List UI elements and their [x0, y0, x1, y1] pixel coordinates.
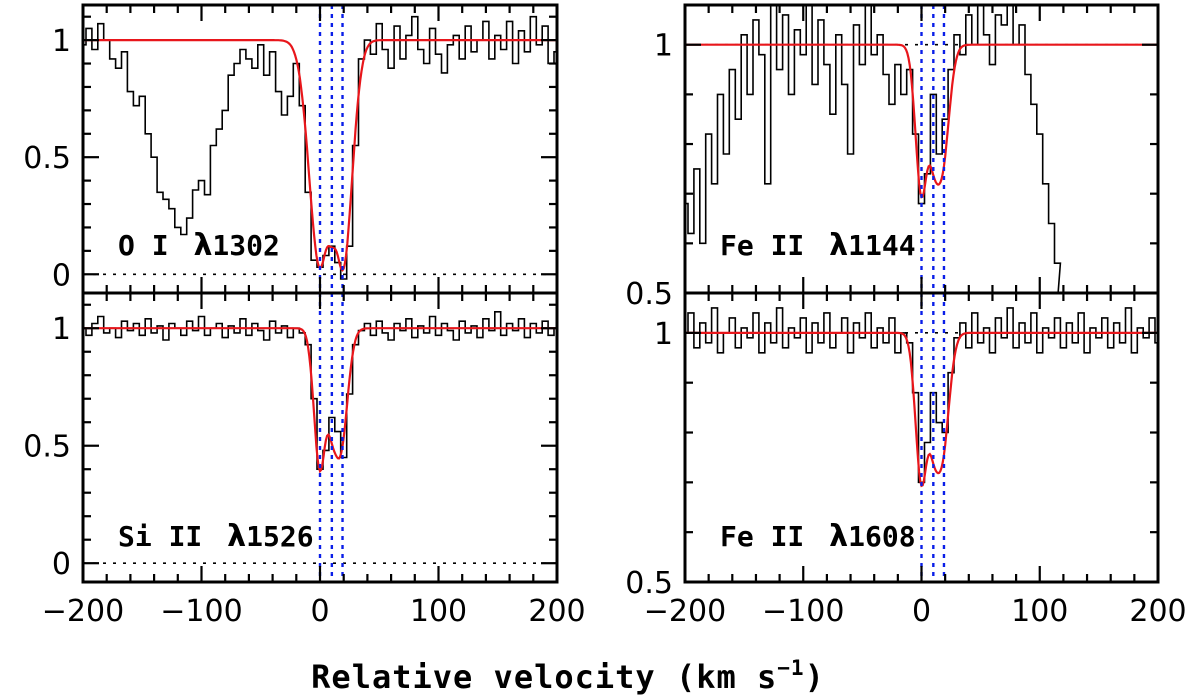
panel-transition-label: Fe II λ1144	[720, 228, 916, 263]
x-axis-title-close: )	[805, 658, 825, 696]
y-tick-label: 1	[52, 24, 71, 59]
panel-label-lambda: λ	[227, 519, 246, 554]
panel-label-wavelength: 1526	[246, 520, 313, 553]
x-tick-label: −100	[762, 594, 844, 629]
x-tick-label: 200	[528, 594, 585, 629]
y-tick-label: 0.5	[625, 277, 673, 312]
y-tick-label: 0.5	[23, 141, 71, 176]
model-fit-curve	[685, 331, 1158, 488]
panel-transition-label: O I λ1302	[118, 228, 280, 263]
panel-feii1144: 0.5 1 Fe II λ1144	[625, 3, 1160, 312]
panel-label-wavelength: 1302	[212, 229, 279, 262]
x-axis-title: Relative velocity (km s−1)	[311, 656, 825, 696]
x-tick-label: −200	[644, 594, 726, 629]
y-tick-label: 0	[52, 258, 71, 293]
y-tick-label: 0	[52, 547, 71, 582]
panel-label-species: Fe II	[720, 229, 821, 262]
panel-label-species: Fe II	[720, 520, 821, 553]
panel-sii1526: 0 0.5 1 −200 −100 0 100 200 Si II λ1526	[23, 291, 586, 629]
panel-feii1608: 0.5 1 −200 −100 0 100 200 Fe II λ1608	[625, 291, 1187, 629]
x-tick-label: 100	[410, 594, 467, 629]
panel-label-lambda: λ	[829, 228, 848, 263]
x-tick-label: 0	[310, 594, 329, 629]
panel-label-species: O I	[118, 229, 185, 262]
panel-label-wavelength: 1144	[848, 229, 915, 262]
observed-spectrum	[83, 311, 557, 470]
panel-label-lambda: λ	[193, 228, 212, 263]
panel-label-lambda: λ	[829, 519, 848, 554]
x-axis-title-text: Relative velocity (km s	[311, 658, 777, 696]
observed-spectrum	[685, 4, 1064, 294]
y-tick-label: 0.5	[625, 566, 673, 601]
x-tick-label: −200	[42, 594, 124, 629]
panel-label-wavelength: 1608	[848, 520, 915, 553]
x-tick-label: 100	[1011, 594, 1068, 629]
x-tick-label: 200	[1129, 594, 1186, 629]
y-tick-label: 0.5	[23, 430, 71, 465]
panel-label-species: Si II	[118, 520, 219, 553]
model-fit-curve	[83, 327, 557, 474]
y-tick-label: 1	[52, 312, 71, 347]
model-fit-curve	[685, 43, 1158, 199]
panel-oi1302: 0 0.5 1 O I λ1302	[23, 3, 559, 295]
y-tick-label: 1	[654, 317, 673, 352]
panel-transition-label: Fe II λ1608	[720, 519, 916, 554]
x-tick-label: 0	[912, 594, 931, 629]
x-axis-title-superscript: −1	[777, 656, 804, 680]
panel-transition-label: Si II λ1526	[118, 519, 314, 554]
x-tick-label: −100	[160, 594, 242, 629]
y-tick-label: 1	[654, 29, 673, 64]
